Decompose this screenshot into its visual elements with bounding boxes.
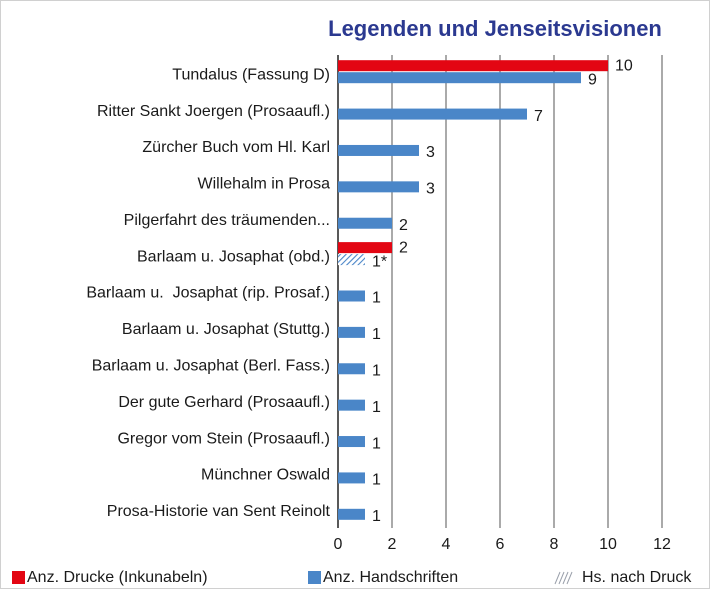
y-tick-label: Münchner Oswald <box>201 467 330 484</box>
bar <box>338 508 365 520</box>
y-tick-label: Gregor vom Stein (Prosaaufl.) <box>117 430 330 447</box>
y-tick-label: Prosa-Historie van Sent Reinolt <box>107 503 331 520</box>
bar <box>338 399 365 411</box>
y-tick-label: Barlaam u. Josaphat (rip. Prosaf.) <box>86 285 330 302</box>
x-tick-label: 2 <box>388 536 397 553</box>
bar <box>338 60 608 72</box>
value-label: 1 <box>372 326 381 343</box>
value-label: 1 <box>372 435 381 452</box>
bar <box>338 472 365 484</box>
y-tick-label: Tundalus (Fassung D) <box>172 66 330 83</box>
y-tick-label: Zürcher Buch vom Hl. Karl <box>142 139 330 156</box>
legend-swatch <box>566 571 573 585</box>
value-label: 7 <box>534 108 543 125</box>
y-tick-label: Barlaam u. Josaphat (Berl. Fass.) <box>92 357 330 374</box>
legend-label: Hs. nach Druck <box>582 569 692 586</box>
legend-label: Anz. Drucke (Inkunabeln) <box>27 569 208 586</box>
x-tick-label: 0 <box>334 536 343 553</box>
bar <box>338 254 365 266</box>
y-tick-label: Ritter Sankt Joergen (Prosaaufl.) <box>97 103 330 120</box>
bar <box>338 72 581 84</box>
bar <box>338 290 365 302</box>
bar <box>338 242 392 254</box>
x-tick-label: 6 <box>496 536 505 553</box>
x-tick-label: 4 <box>442 536 451 553</box>
value-label: 1 <box>372 472 381 489</box>
y-tick-label: Barlaam u. Josaphat (obd.) <box>137 248 330 265</box>
y-tick-label: Willehalm in Prosa <box>198 176 331 193</box>
legend-label: Anz. Handschriften <box>323 569 458 586</box>
x-tick-label: 8 <box>550 536 559 553</box>
value-label: 2 <box>399 239 408 256</box>
value-label: 1 <box>372 362 381 379</box>
bar <box>338 108 527 120</box>
y-tick-label: Barlaam u. Josaphat (Stuttg.) <box>122 321 330 338</box>
bar <box>338 436 365 448</box>
bar <box>338 363 365 375</box>
chart-title: Legenden und Jenseitsvisionen <box>328 16 662 41</box>
legend-swatch <box>554 571 561 585</box>
value-label: 3 <box>426 144 435 161</box>
value-label: 1 <box>372 508 381 525</box>
value-label: 3 <box>426 181 435 198</box>
value-label: 1* <box>372 253 387 270</box>
bar <box>338 326 365 338</box>
bar <box>338 144 419 156</box>
legend-swatch <box>308 571 321 584</box>
legend-swatch <box>562 571 569 585</box>
bar <box>338 217 392 229</box>
y-tick-label: Pilgerfahrt des träumenden... <box>124 212 330 229</box>
x-tick-label: 10 <box>599 536 617 553</box>
y-tick-label: Der gute Gerhard (Prosaaufl.) <box>118 394 330 411</box>
value-label: 9 <box>588 71 597 88</box>
value-label: 10 <box>615 57 633 74</box>
bar <box>338 181 419 193</box>
legend-swatch <box>558 571 565 585</box>
value-label: 1 <box>372 290 381 307</box>
x-tick-label: 12 <box>653 536 671 553</box>
value-label: 1 <box>372 399 381 416</box>
value-label: 2 <box>399 217 408 234</box>
legend-swatch <box>12 571 25 584</box>
